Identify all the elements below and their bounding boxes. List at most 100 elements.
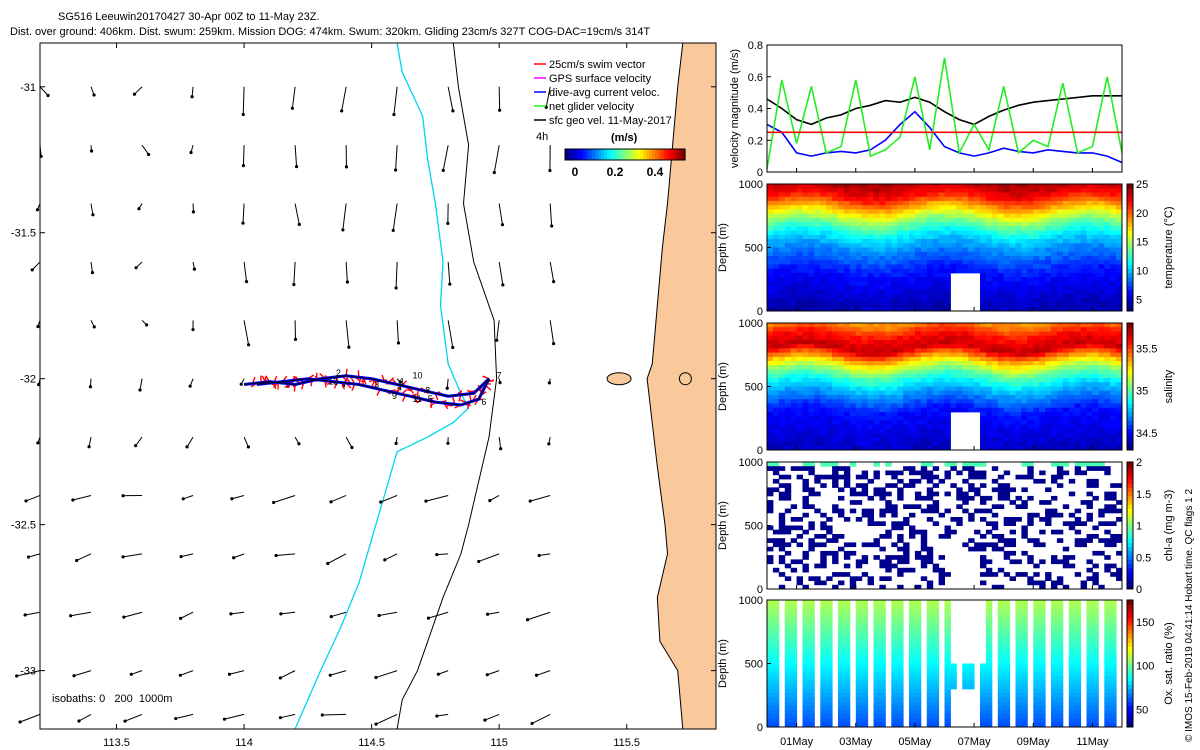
field-cell	[832, 272, 839, 278]
field-cell	[861, 445, 869, 451]
field-cell	[985, 437, 993, 442]
field-cell	[843, 416, 851, 421]
field-cell	[903, 559, 910, 565]
field-cell	[873, 323, 880, 328]
field-cell	[891, 407, 898, 413]
field-cell	[1074, 378, 1082, 383]
field-cell	[914, 213, 922, 219]
field-cell	[926, 234, 934, 240]
field-cell	[1015, 277, 1022, 282]
field-cell	[849, 462, 857, 467]
field-cell	[950, 466, 957, 471]
field-cell	[897, 390, 904, 396]
field-cell	[1027, 281, 1034, 287]
field-cell	[897, 534, 904, 539]
colorbar-frame	[1126, 461, 1134, 590]
field-cell	[897, 272, 904, 278]
field-cell	[855, 445, 863, 451]
geo-velocity-arrow	[175, 713, 194, 720]
field-cell	[879, 424, 886, 430]
field-cell	[962, 234, 969, 240]
field-cell	[885, 247, 892, 253]
field-cell	[802, 462, 809, 467]
field-cell	[838, 281, 845, 287]
field-cell	[980, 386, 987, 392]
colorbar-cell	[1127, 378, 1133, 383]
field-cell	[879, 192, 886, 198]
field-cell	[891, 344, 898, 349]
geo-velocity-arrow	[191, 86, 194, 97]
field-cell	[909, 335, 916, 341]
field-cell	[991, 217, 999, 223]
field-cell	[991, 420, 999, 426]
field-cell	[772, 365, 780, 370]
field-cell	[1068, 403, 1076, 409]
field-cell	[897, 491, 904, 497]
field-cell	[772, 714, 780, 719]
field-cell	[944, 327, 951, 332]
field-cell	[909, 504, 916, 509]
field-cell	[891, 470, 898, 476]
field-cell	[861, 260, 869, 265]
field-cell	[991, 226, 999, 231]
field-cell	[932, 437, 940, 442]
field-cell	[1092, 213, 1099, 219]
field-cell	[802, 500, 809, 505]
field-cell	[855, 327, 863, 332]
geo-velocity-arrow	[88, 436, 92, 447]
field-cell	[985, 217, 993, 223]
field-cell	[1027, 420, 1034, 426]
field-cell	[1110, 399, 1117, 404]
field-cell	[1056, 348, 1064, 354]
field-cell	[1110, 365, 1117, 370]
field-cell	[879, 445, 886, 451]
field-cell	[808, 395, 815, 400]
field-cell	[826, 538, 833, 543]
field-cell	[1080, 470, 1087, 476]
field-cell	[926, 399, 934, 404]
field-cell	[790, 327, 798, 332]
field-cell	[1092, 260, 1099, 265]
field-cell	[1021, 525, 1028, 531]
field-cell	[1068, 344, 1076, 349]
field-cell	[1051, 339, 1058, 345]
field-cell	[1062, 373, 1070, 379]
subplot-frame	[766, 461, 1123, 590]
field-cell	[838, 260, 845, 265]
geo-velocity-arrowhead	[392, 112, 396, 117]
field-cell	[1104, 352, 1111, 358]
field-cell	[974, 200, 981, 206]
field-cell	[938, 234, 945, 240]
field-cell	[1045, 217, 1052, 223]
field-cell	[784, 327, 792, 332]
field-cell	[938, 306, 945, 312]
field-cell	[814, 474, 821, 480]
field-cell	[974, 327, 981, 332]
colorbar-cell	[1127, 327, 1133, 332]
geo-velocity-arrowhead	[374, 722, 378, 726]
field-cell	[1033, 361, 1040, 366]
field-cell	[891, 512, 898, 518]
field-cell	[802, 226, 809, 231]
field-cell	[985, 243, 993, 248]
field-cell	[985, 277, 993, 282]
field-cell	[867, 382, 874, 387]
field-cell	[1021, 411, 1028, 417]
field-cell	[820, 217, 827, 223]
field-cell	[920, 323, 928, 328]
field-cell	[1104, 382, 1111, 387]
field-cell	[1080, 365, 1087, 370]
field-cell	[767, 500, 774, 505]
field-cell	[1062, 348, 1070, 354]
field-cell	[1116, 302, 1123, 308]
field-cell	[1086, 289, 1093, 295]
field-cell	[820, 234, 827, 240]
field-cell	[1080, 234, 1087, 240]
field-cell	[1009, 335, 1016, 341]
field-cell	[1062, 256, 1070, 261]
field-cell	[808, 612, 815, 618]
field-cell	[1086, 285, 1093, 291]
field-cell	[926, 192, 934, 198]
field-cell	[903, 517, 910, 522]
field-cell	[1068, 294, 1076, 299]
